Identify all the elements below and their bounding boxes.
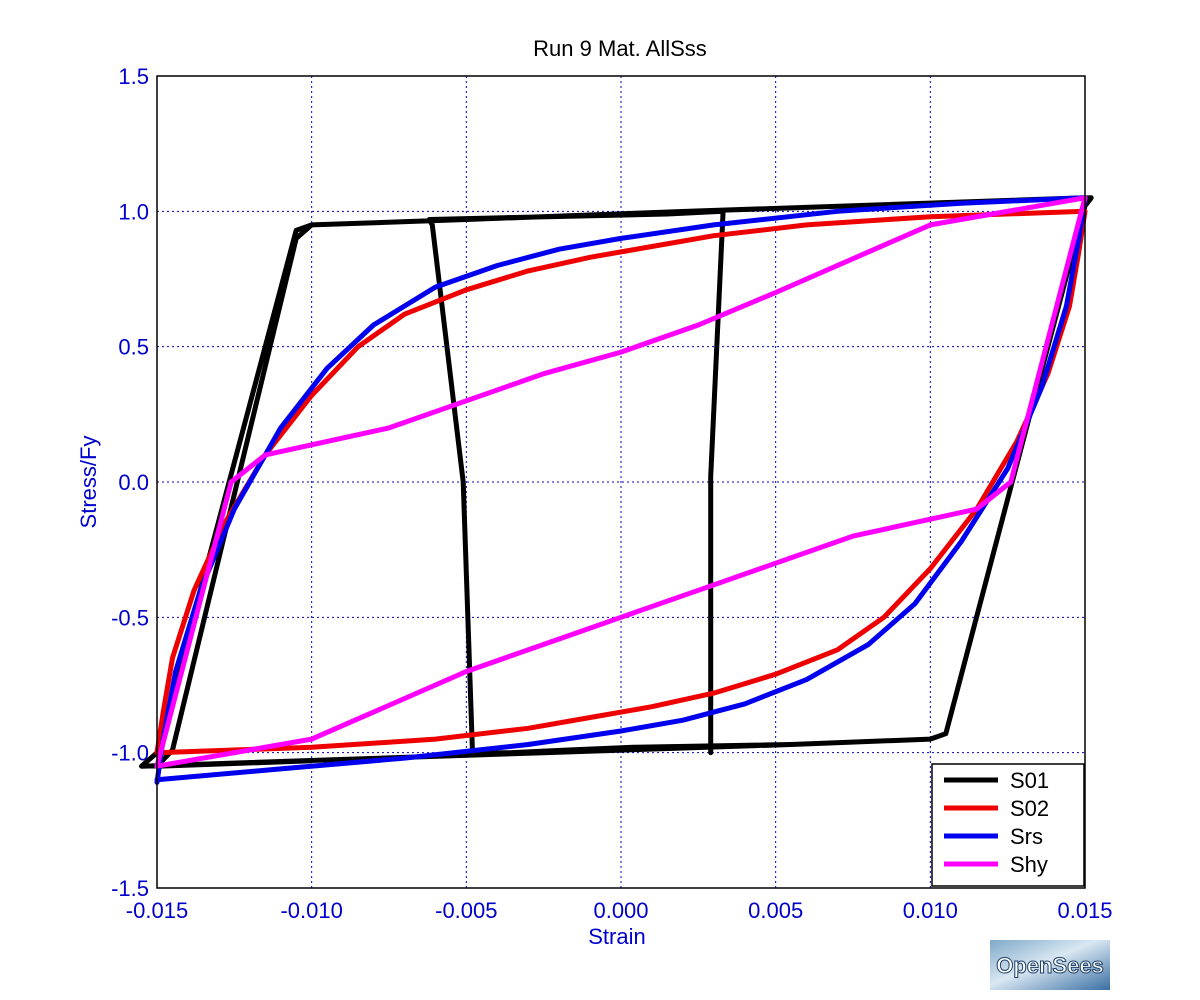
legend-label: Srs [1010, 824, 1043, 849]
legend: S01 S02 Srs Shy [931, 763, 1085, 887]
y-tick-label: 0.5 [118, 335, 149, 360]
x-tick-label: -0.015 [126, 898, 188, 923]
x-tick-labels: -0.015 -0.010 -0.005 0.000 0.005 0.010 0.015 [126, 898, 1113, 923]
plot-frame [156, 75, 1086, 889]
y-tick-label: -0.5 [111, 605, 149, 630]
y-tick-label: 1.5 [118, 64, 149, 89]
series-line-s02 [154, 208, 1088, 756]
opensees-logo: OpenSees [990, 940, 1110, 990]
y-tick-label: -1.0 [111, 741, 149, 766]
legend-items: S01 S02 Srs Shy [944, 768, 1049, 877]
series-line-s01 [139, 195, 1094, 769]
x-axis-label: Strain [588, 924, 645, 949]
x-tick-label: 0.000 [593, 898, 648, 923]
x-tick-label: 0.010 [903, 898, 958, 923]
legend-label: Shy [1010, 852, 1048, 877]
x-tick-label: -0.005 [435, 898, 497, 923]
legend-label: S02 [1010, 796, 1049, 821]
logo-text: OpenSees [996, 953, 1104, 978]
y-axis-label: Stress/Fy [76, 436, 101, 529]
y-tick-label: -1.5 [111, 876, 149, 901]
legend-label: S01 [1010, 768, 1049, 793]
chart-title: Run 9 Mat. AllSss [533, 36, 707, 61]
y-tick-label: 1.0 [118, 199, 149, 224]
x-tick-label: 0.005 [748, 898, 803, 923]
logo-background [990, 940, 1110, 990]
x-tick-label: 0.015 [1057, 898, 1112, 923]
y-tick-labels: -1.5 -1.0 -0.5 0.0 0.5 1.0 1.5 [111, 64, 149, 901]
x-tick-label: -0.010 [280, 898, 342, 923]
y-tick-label: 0.0 [118, 470, 149, 495]
